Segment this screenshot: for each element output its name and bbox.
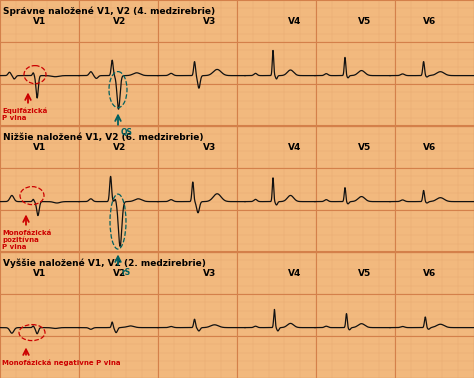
Text: rS: rS	[121, 268, 130, 277]
Text: Equifázická
P vlna: Equifázická P vlna	[2, 108, 47, 121]
Text: Správne naložené V1, V2 (4. medzirebrie): Správne naložené V1, V2 (4. medzirebrie)	[3, 7, 215, 17]
Text: V3: V3	[203, 269, 217, 278]
Text: V3: V3	[203, 143, 217, 152]
Text: QS: QS	[121, 128, 133, 136]
Text: Monofázická
pozitívna
P vlna: Monofázická pozitívna P vlna	[2, 229, 51, 250]
Text: V6: V6	[423, 269, 437, 278]
Text: V5: V5	[358, 269, 372, 278]
Text: V2: V2	[113, 143, 127, 152]
Text: Nižšie naložené V1, V2 (6. medzirebrie): Nižšie naložené V1, V2 (6. medzirebrie)	[3, 133, 203, 142]
Text: V6: V6	[423, 143, 437, 152]
Text: V6: V6	[423, 17, 437, 26]
Text: V1: V1	[33, 143, 46, 152]
Text: V5: V5	[358, 143, 372, 152]
Text: V2: V2	[113, 269, 127, 278]
Text: V5: V5	[358, 17, 372, 26]
Text: Vyššie naložené V1, V2 (2. medzirebrie): Vyššie naložené V1, V2 (2. medzirebrie)	[3, 259, 206, 268]
Text: V2: V2	[113, 17, 127, 26]
Text: Monofázická negativne P vlna: Monofázická negativne P vlna	[2, 359, 120, 366]
Text: V4: V4	[288, 269, 301, 278]
Text: V3: V3	[203, 17, 217, 26]
Text: V1: V1	[33, 17, 46, 26]
Text: V4: V4	[288, 143, 301, 152]
Text: V1: V1	[33, 269, 46, 278]
Text: V4: V4	[288, 17, 301, 26]
